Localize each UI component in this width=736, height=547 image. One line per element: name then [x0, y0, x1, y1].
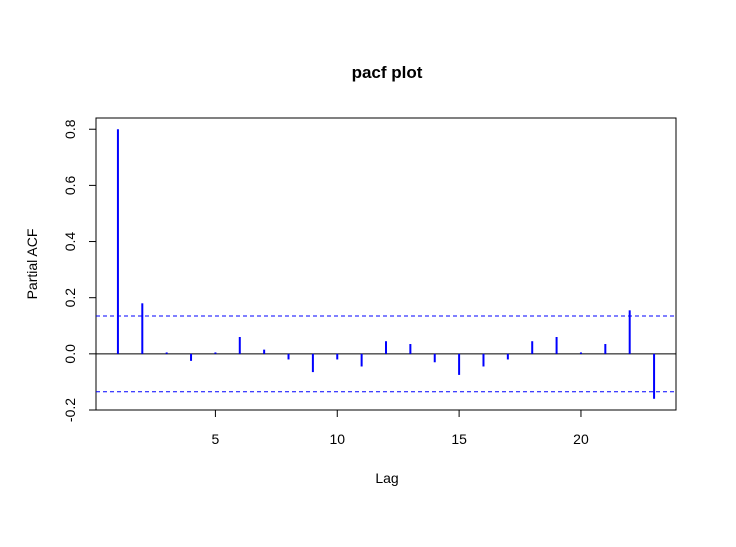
x-axis: 5 10 15 20 [212, 410, 589, 447]
x-axis-label: Lag [375, 470, 398, 486]
x-tick-label: 10 [329, 431, 345, 447]
y-tick-label: 0.8 [62, 119, 78, 139]
y-tick-label: 0.2 [62, 288, 78, 308]
confidence-bounds [96, 315, 676, 393]
x-tick-label: 20 [573, 431, 589, 447]
y-tick-label: 0.6 [62, 175, 78, 195]
y-tick-label: 0.0 [62, 344, 78, 364]
y-tick-label: -0.2 [62, 398, 78, 422]
chart-title: pacf plot [352, 63, 423, 82]
plot-area-border [95, 117, 677, 411]
pacf-bars [116, 129, 656, 399]
y-tick-label: 0.4 [62, 232, 78, 252]
x-tick-label: 15 [451, 431, 467, 447]
y-axis: -0.2 0.0 0.2 0.4 0.6 0.8 [62, 119, 96, 422]
y-axis-label: Partial ACF [24, 229, 40, 300]
x-tick-label: 5 [212, 431, 220, 447]
